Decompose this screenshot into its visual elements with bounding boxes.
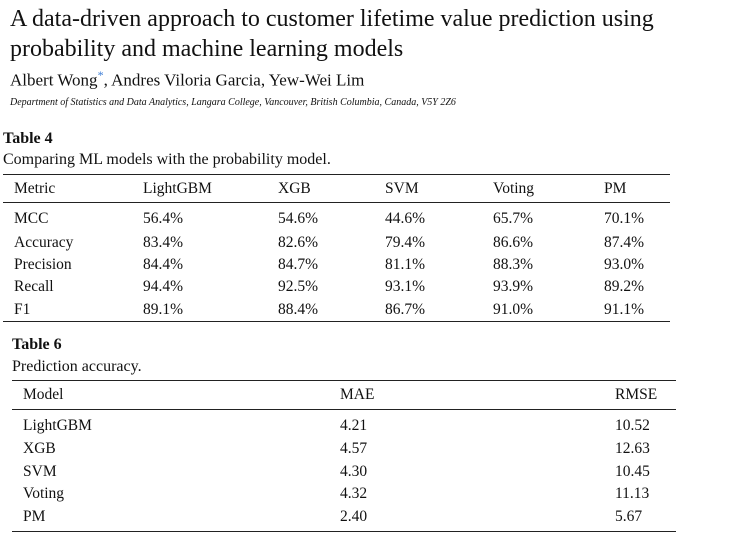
table4-cell: Recall — [14, 278, 54, 295]
table4-cell: 89.1% — [143, 301, 184, 318]
table4-cell: 91.0% — [493, 301, 534, 318]
table4-cell: 87.4% — [604, 234, 645, 251]
table4-cell: 84.4% — [143, 256, 184, 273]
author-list: Albert Wong*, Andres Viloria Garcia, Yew… — [10, 68, 364, 91]
table4-cell: 92.5% — [278, 278, 319, 295]
table4-header-cell: LightGBM — [143, 180, 212, 197]
table6-caption: Prediction accuracy. — [12, 358, 142, 375]
table6-cell: 4.21 — [340, 417, 368, 434]
table6-cell: PM — [23, 508, 46, 525]
table4-cell: 88.4% — [278, 301, 319, 318]
table4-cell: 86.6% — [493, 234, 534, 251]
table6-cell: 4.57 — [340, 440, 368, 457]
table6-cell: 10.52 — [615, 417, 650, 434]
table4-header-cell: Metric — [14, 180, 56, 197]
table4-header-rule — [3, 202, 670, 203]
table4-cell: 89.2% — [604, 278, 645, 295]
table6-label: Table 6 — [12, 336, 62, 353]
table4-cell: 88.3% — [493, 256, 534, 273]
table6-cell: 10.45 — [615, 463, 650, 480]
table4-cell: 70.1% — [604, 210, 645, 227]
table6-cell: 4.32 — [340, 485, 368, 502]
table4-caption: Comparing ML models with the probability… — [3, 151, 331, 168]
table6-top-rule — [12, 380, 676, 381]
paper-title: A data-driven approach to customer lifet… — [10, 6, 654, 62]
table6-cell: XGB — [23, 440, 56, 457]
table4-cell: 91.1% — [604, 301, 645, 318]
table4-cell: F1 — [14, 301, 31, 318]
table6-cell: 11.13 — [615, 485, 650, 502]
table6-header-rule — [12, 409, 676, 410]
table4-header-cell: SVM — [385, 180, 419, 197]
table4-cell: MCC — [14, 210, 49, 227]
table4-cell: 93.0% — [604, 256, 645, 273]
table6-cell: LightGBM — [23, 417, 92, 434]
table6-cell: 2.40 — [340, 508, 368, 525]
table4-header-cell: XGB — [278, 180, 311, 197]
author-rest: , Andres Viloria Garcia, Yew-Wei Lim — [103, 70, 365, 90]
table4-cell: 81.1% — [385, 256, 426, 273]
table4-cell: 93.9% — [493, 278, 534, 295]
table4-cell: 83.4% — [143, 234, 184, 251]
table4-top-rule — [3, 174, 670, 175]
table4-cell: Accuracy — [14, 234, 74, 251]
table6-header-cell: MAE — [340, 386, 375, 403]
table6-cell: SVM — [23, 463, 57, 480]
table6-header-cell: Model — [23, 386, 64, 403]
table6-cell: 5.67 — [615, 508, 643, 525]
table4-cell: 79.4% — [385, 234, 426, 251]
author-first: Albert Wong — [10, 70, 98, 90]
table6-cell: 4.30 — [340, 463, 368, 480]
corresponding-author-mark[interactable]: * — [97, 68, 104, 82]
table4-header-cell: PM — [604, 180, 627, 197]
table4-bottom-rule — [3, 321, 670, 322]
table4-cell: 93.1% — [385, 278, 426, 295]
table4-cell: 65.7% — [493, 210, 534, 227]
table4-header-cell: Voting — [493, 180, 535, 197]
table4-cell: Precision — [14, 256, 72, 273]
table4-cell: 44.6% — [385, 210, 426, 227]
affiliation: Department of Statistics and Data Analyt… — [10, 97, 456, 108]
table4-cell: 86.7% — [385, 301, 426, 318]
table4-cell: 54.6% — [278, 210, 319, 227]
table4-label: Table 4 — [3, 130, 53, 147]
table4-cell: 56.4% — [143, 210, 184, 227]
table4-cell: 82.6% — [278, 234, 319, 251]
table6-cell: 12.63 — [615, 440, 650, 457]
table6-bottom-rule — [12, 531, 676, 532]
table4-cell: 94.4% — [143, 278, 184, 295]
table4-cell: 84.7% — [278, 256, 319, 273]
table6-cell: Voting — [23, 485, 65, 502]
table6-header-cell: RMSE — [615, 386, 658, 403]
